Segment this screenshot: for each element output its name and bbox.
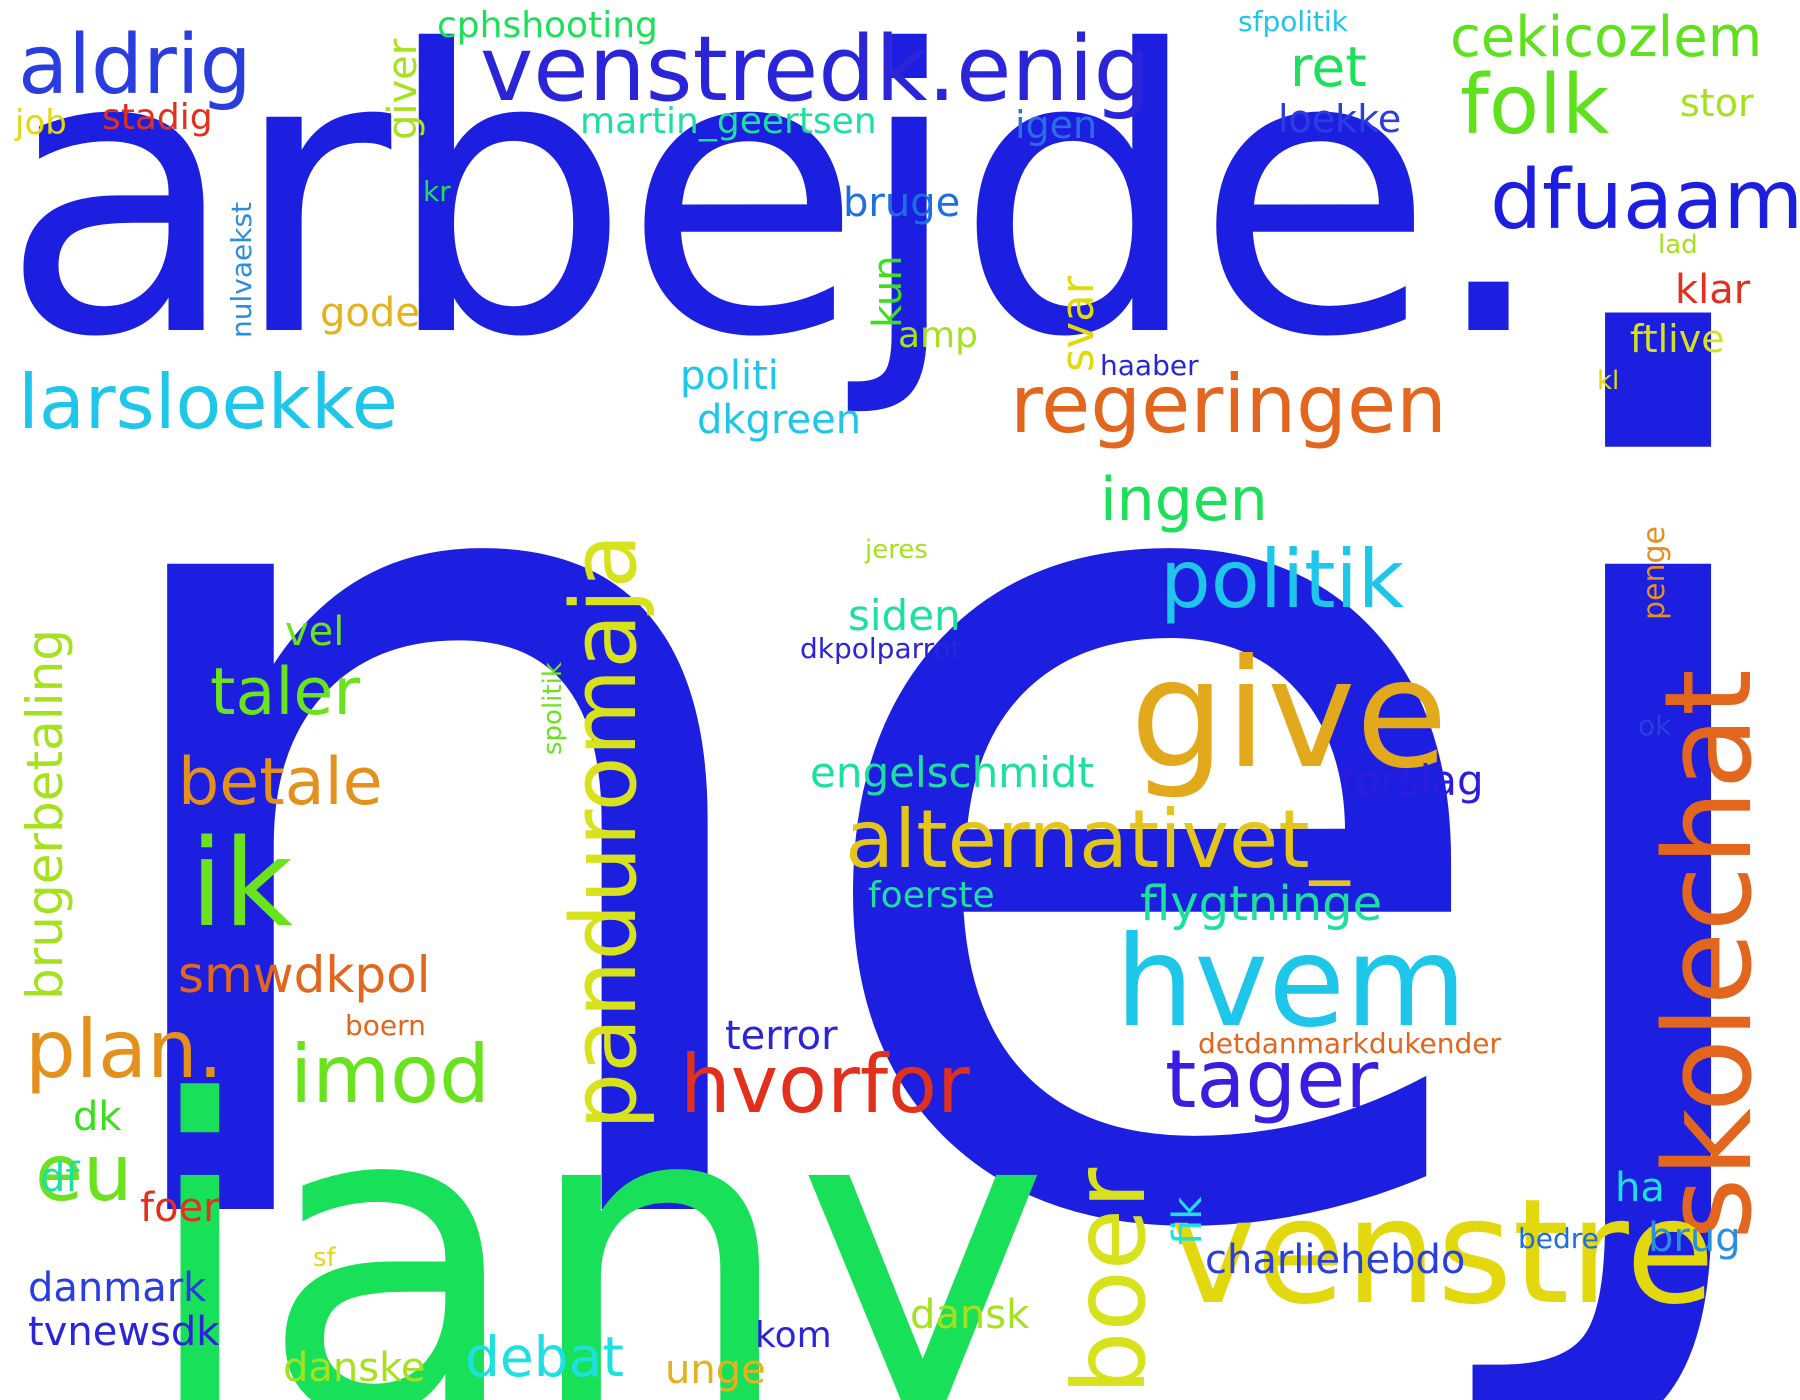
word-politi: politi [680,353,779,399]
word-charliehebdo: charliehebdo [1205,1237,1466,1283]
word-spolitik: spolitik [538,662,568,755]
word-tager: tager [1165,1033,1379,1126]
word-kr: kr [423,175,451,208]
word-cphshooting: cphshooting [437,5,658,46]
word-kom: kom [755,1315,832,1356]
word-gode: gode [320,290,420,336]
word-terror: terror [725,1013,838,1059]
word-nej: nej [60,115,1800,1400]
word-betale: betale [178,745,383,820]
word-vel: vel [285,609,345,655]
word-engelschmidt: engelschmidt [810,748,1094,797]
word-debat: debat [465,1325,624,1389]
word-larsloekke: larsloekke [18,358,398,446]
word-arbejde: arbejde. [0,0,1551,422]
word-brugerbetaling: brugerbetaling [16,629,74,1000]
word-hvem: hvem [1115,910,1467,1055]
word-danmark: danmark [28,1265,207,1311]
word-df: df [40,1155,80,1201]
word-dkpolparrot: dkpolparrot [800,632,962,665]
word-lad: lad [1658,230,1698,260]
word-klar: klar [1675,267,1751,313]
word-loekke: loekke [1278,97,1402,141]
word-siden: siden [848,591,961,640]
word-stor: stor [1680,81,1754,125]
word-jeres: jeres [865,535,928,565]
word-amp: amp [898,315,978,356]
word-bruge: bruge [843,180,961,226]
word-ha: ha [1615,1165,1665,1211]
word-politik: politik [1160,533,1405,626]
word-svar: svar [1051,275,1104,372]
word-bedre: bedre [1518,1222,1599,1255]
word-ik: ik [190,815,293,954]
word-kun: kun [865,255,911,328]
word-foerste: foerste [868,875,995,916]
word-danske: danske [283,1345,426,1391]
word-nulvaekst: nulvaekst [225,201,258,338]
word-fik: fik [1165,1196,1211,1245]
word-aldrig: aldrig [18,18,252,113]
word-imod: imod [290,1028,490,1121]
word-folk: folk [1460,58,1610,153]
word-tvnewsdk: tvnewsdk [28,1309,220,1355]
word-sf: sf [313,1243,336,1273]
word-detdanmarkdukender: detdanmarkdukender [1198,1027,1502,1060]
word-give: give [1130,628,1448,802]
word-dfuaam: dfuaam [1490,153,1800,248]
word-alternativet: alternativet_ [845,793,1350,886]
word-haaber: haaber [1100,349,1199,382]
word-eu: eu [35,1129,133,1219]
word-ingen: ingen [1100,465,1268,535]
word-smwdkpol: smwdkpol [178,946,431,1004]
word-unge: unge [665,1347,766,1393]
word-panduromaja: panduromaja [552,533,657,1130]
word-venstre: venstre [1170,1168,1715,1337]
word-boer: boer [1051,1167,1168,1395]
word-ok: ok [1638,709,1672,742]
word-taler: taler [210,655,361,730]
word-flygtninge: flygtninge [1140,876,1383,932]
word-forslag: forslag [1340,756,1484,805]
word-boern: boern [345,1009,426,1042]
word-dkgreen: dkgreen [697,397,862,443]
word-igen: igen [1015,103,1098,147]
word-jany: jany [140,1012,1050,1400]
word-cekicozlem: cekicozlem [1450,5,1763,70]
word-dk: dk [73,1094,122,1140]
word-regeringen: regeringen [1010,358,1447,451]
word-kl: kl [1597,366,1620,396]
word-stadig: stadig [102,97,213,138]
word-giver: giver [380,38,426,140]
word-ret: ret [1290,35,1367,99]
word-job: job [15,103,67,143]
word-ftlive: ftlive [1630,317,1725,361]
word-foer: foer [140,1185,220,1231]
word-hvorfor: hvorfor [680,1038,970,1131]
word-skolechat: skolechat [1640,669,1779,1240]
word-venstredk-enig: venstredk.enig [480,17,1151,122]
word-martin-geertsen: martin_geertsen [580,101,877,142]
word-brug: brug [1648,1215,1741,1261]
word-sfpolitik: sfpolitik [1238,5,1348,38]
word-penge: penge [1637,525,1672,620]
word-plan: plan. [25,1003,224,1096]
word-dansk: dansk [910,1292,1030,1338]
